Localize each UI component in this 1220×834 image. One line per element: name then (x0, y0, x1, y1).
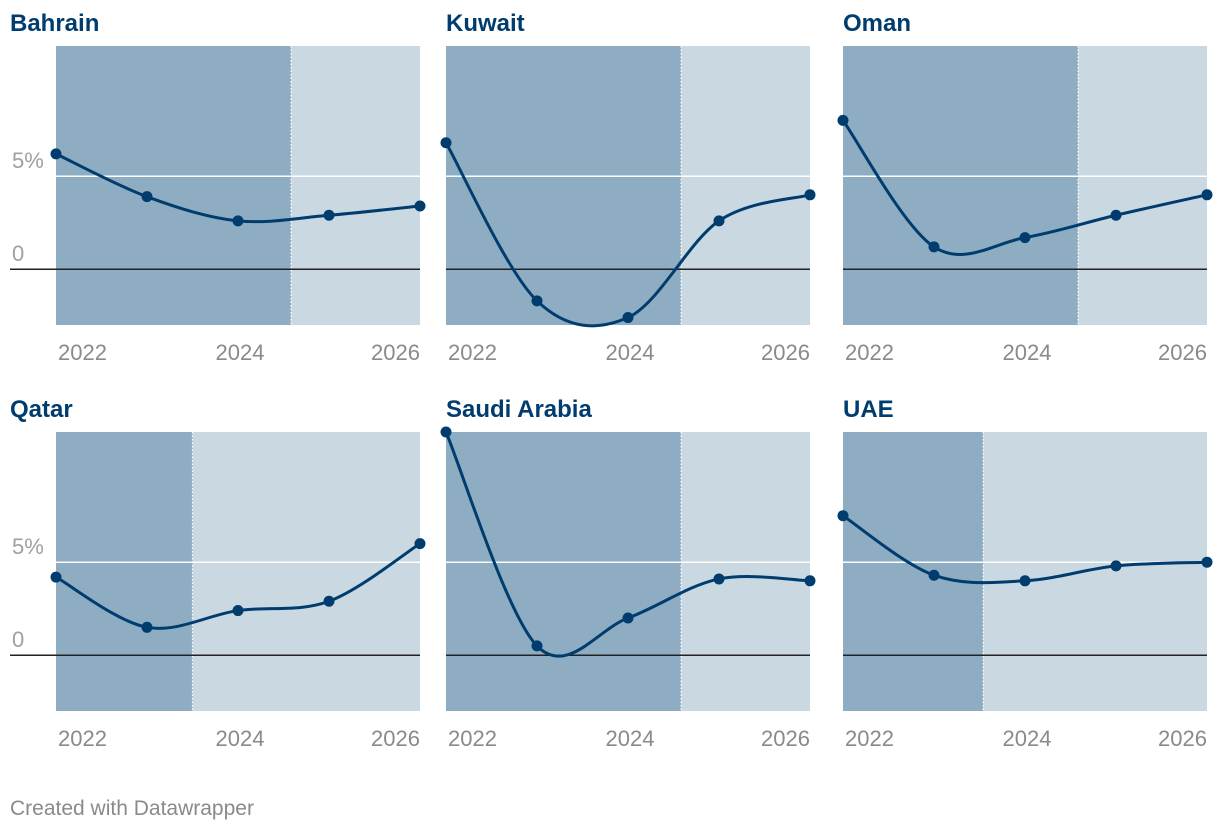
x-tick-label: 2026 (371, 340, 420, 365)
panel-title: Saudi Arabia (446, 396, 592, 423)
data-point (531, 295, 543, 307)
data-point (414, 538, 426, 550)
x-tick-label: 2024 (216, 726, 265, 751)
x-tick-label: 2024 (1003, 726, 1052, 751)
forecast-period-shade (681, 432, 810, 711)
data-point (50, 148, 62, 160)
data-point (837, 114, 849, 126)
data-point (440, 137, 452, 149)
data-point (50, 571, 62, 583)
panel-title: UAE (843, 396, 894, 423)
data-point (414, 200, 426, 212)
data-point (622, 612, 634, 624)
actual-period-shade (446, 46, 682, 325)
panel-chart: 5% 0 2022 2024 2026 (10, 46, 426, 365)
data-point (1019, 575, 1031, 587)
data-point (141, 621, 153, 633)
x-tick-label: 2024 (216, 340, 265, 365)
panel-chart: 2022 2024 2026 (440, 46, 816, 365)
data-point (531, 640, 543, 652)
data-point (622, 312, 634, 324)
y-tick-label: 5% (12, 534, 44, 559)
actual-period-shade (843, 46, 1079, 325)
panel-title: Bahrain (10, 10, 100, 37)
forecast-period-shade (1078, 46, 1207, 325)
panel-qatar: Qatar 5% 0 2022 2024 2026 (10, 396, 426, 768)
footer-credit: Created with Datawrapper (10, 797, 254, 820)
panel-chart: 5% 0 2022 2024 2026 (10, 432, 426, 751)
data-point (928, 241, 940, 253)
x-tick-label: 2024 (606, 726, 655, 751)
x-tick-label: 2026 (371, 726, 420, 751)
panel-oman: Oman 2022 2024 2026 (837, 10, 1220, 382)
data-point (713, 215, 725, 227)
actual-period-shade (56, 46, 292, 325)
x-tick-label: 2026 (1158, 726, 1207, 751)
forecast-period-shade (983, 432, 1207, 711)
x-tick-label: 2024 (1003, 340, 1052, 365)
data-point (323, 595, 335, 607)
actual-period-shade (843, 432, 984, 711)
data-point (323, 209, 335, 221)
data-point (232, 605, 244, 617)
data-point (928, 569, 940, 581)
y-tick-label: 5% (12, 148, 44, 173)
actual-period-shade (56, 432, 193, 711)
x-tick-label: 2026 (1158, 340, 1207, 365)
x-tick-label: 2022 (845, 340, 894, 365)
x-tick-label: 2022 (845, 726, 894, 751)
data-point (1019, 232, 1031, 244)
panel-title: Qatar (10, 396, 73, 423)
x-tick-label: 2026 (761, 340, 810, 365)
x-tick-label: 2024 (606, 340, 655, 365)
data-point (141, 191, 153, 203)
series-line (444, 431, 811, 658)
x-tick-label: 2022 (448, 340, 497, 365)
panel-saudi-arabia: Saudi Arabia 2022 2024 2026 (440, 396, 846, 768)
x-tick-label: 2022 (58, 340, 107, 365)
data-point (440, 426, 452, 438)
panel-chart: 2022 2024 2026 (837, 432, 1213, 751)
data-point (1201, 189, 1213, 201)
forecast-period-shade (291, 46, 420, 325)
data-point (713, 573, 725, 585)
panel-chart: 2022 2024 2026 (837, 46, 1213, 365)
panel-chart: 2022 2024 2026 (440, 426, 816, 751)
data-point (1110, 209, 1122, 221)
data-point (804, 575, 816, 587)
series-line (841, 119, 1208, 256)
y-tick-label: 0 (12, 627, 24, 652)
x-tick-label: 2022 (58, 726, 107, 751)
x-tick-label: 2022 (448, 726, 497, 751)
data-point (837, 510, 849, 522)
panel-kuwait: Kuwait 2022 2024 2026 (440, 10, 846, 382)
data-point (1201, 556, 1213, 568)
panel-title: Oman (843, 10, 912, 37)
data-point (804, 189, 816, 201)
x-tick-label: 2026 (761, 726, 810, 751)
forecast-period-shade (192, 432, 420, 711)
y-tick-label: 0 (12, 241, 24, 266)
panel-uae: UAE 2022 2024 2026 (837, 396, 1220, 768)
forecast-period-shade (681, 46, 810, 325)
data-point (1110, 560, 1122, 572)
actual-period-shade (446, 432, 682, 711)
panel-bahrain: Bahrain 5% 0 2022 2024 2026 (10, 10, 426, 382)
panel-title: Kuwait (446, 10, 525, 37)
data-point (232, 215, 244, 227)
